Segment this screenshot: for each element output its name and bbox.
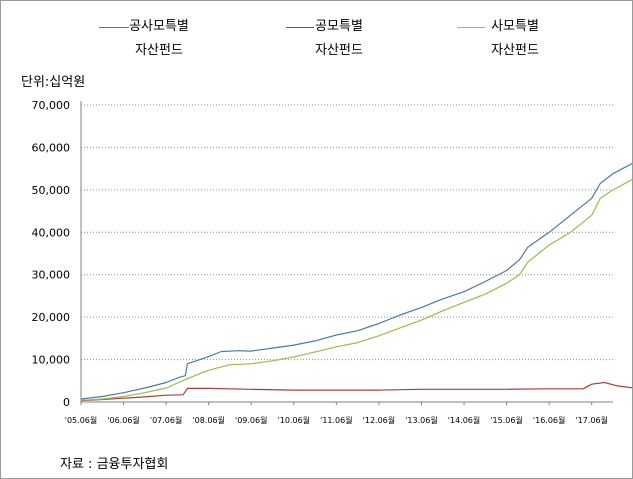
y-tick-label-0: 0 (63, 396, 70, 409)
x-tick-label-11: '16.06월 (533, 415, 565, 425)
x-tick-label-10: '15.06월 (490, 415, 522, 425)
y-tick-label-4: 40,000 (32, 226, 71, 239)
plot-area: 0 10,000 20,000 30,000 40,000 50,000 60,000 70,… (32, 99, 632, 425)
x-tick-label-7: '12.06월 (363, 415, 395, 425)
y-tick-label-6: 60,000 (32, 141, 71, 154)
series-line-0 (80, 162, 632, 400)
x-tick-label-3: '08.06월 (192, 415, 224, 425)
y-tick-label-3: 30,000 (32, 269, 71, 282)
y-tick-label-5: 50,000 (32, 184, 71, 197)
legend-label-2: 사모특별 자산펀드 (491, 19, 539, 58)
x-tick-label-2: '07.06월 (150, 415, 182, 425)
x-tick-label-12: '17.06월 (575, 415, 607, 425)
unit-label: 단위:십억원 (21, 75, 86, 90)
series-line-2 (80, 178, 632, 401)
x-tick-label-5: '10.06월 (278, 415, 310, 425)
legend-swatch-0 (99, 27, 129, 28)
x-tick-label-4: '09.06월 (235, 415, 267, 425)
x-tick-label-6: '11.06월 (320, 415, 352, 425)
x-tick-label-9: '14.06월 (448, 415, 480, 425)
series-line-1 (80, 381, 632, 402)
x-tick-label-0: '05.06월 (65, 415, 97, 425)
y-tick-label-1: 10,000 (32, 354, 71, 367)
x-tick-label-1: '06.06월 (107, 415, 139, 425)
legend-swatch-2 (457, 27, 485, 28)
legend-swatch-1 (286, 27, 314, 28)
source-label: 자료 : 금융투자협회 (60, 457, 169, 472)
y-tick-label-7: 70,000 (32, 99, 71, 112)
x-tick-label-8: '13.06월 (405, 415, 437, 425)
y-tick-label-2: 20,000 (32, 311, 71, 324)
legend-label-1: 공모특별 자산펀드 (315, 19, 363, 58)
legend-label-0: 공사모특별 자산펀드 (129, 19, 189, 58)
